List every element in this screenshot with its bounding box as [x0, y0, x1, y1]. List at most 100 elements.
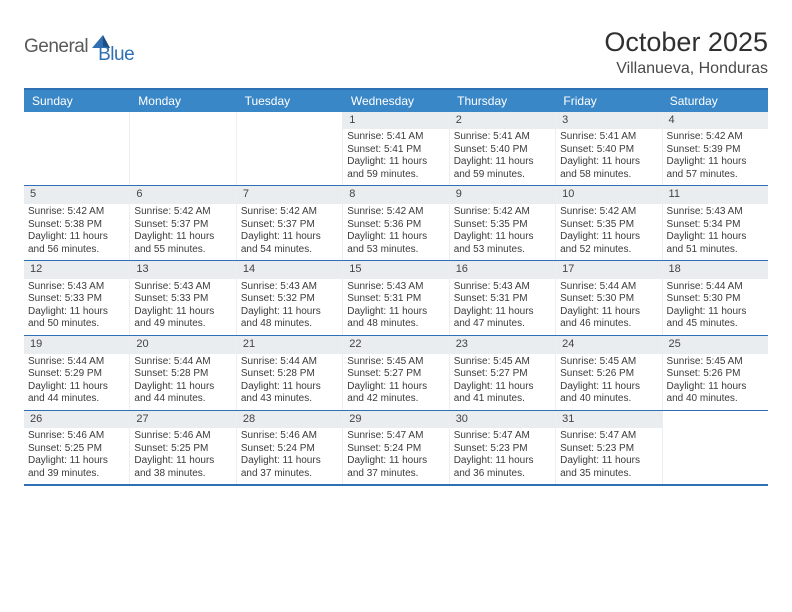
week-row: 12Sunrise: 5:43 AMSunset: 5:33 PMDayligh…: [24, 260, 768, 335]
day-cell: 10Sunrise: 5:42 AMSunset: 5:35 PMDayligh…: [556, 186, 662, 260]
sunset-text: Sunset: 5:36 PM: [347, 219, 444, 232]
day-details: Sunrise: 5:47 AMSunset: 5:23 PMDaylight:…: [556, 428, 661, 484]
day-of-week-header: Thursday: [449, 90, 555, 112]
daylight-text: Daylight: 11 hours and 50 minutes.: [28, 306, 125, 331]
sunset-text: Sunset: 5:34 PM: [667, 219, 764, 232]
daylight-text: Daylight: 11 hours and 47 minutes.: [454, 306, 551, 331]
daylight-text: Daylight: 11 hours and 52 minutes.: [560, 231, 657, 256]
day-number: 22: [343, 336, 448, 354]
sunset-text: Sunset: 5:26 PM: [667, 368, 764, 381]
day-details: Sunrise: 5:44 AMSunset: 5:30 PMDaylight:…: [663, 279, 768, 335]
day-number: 12: [24, 261, 129, 279]
day-details: Sunrise: 5:41 AMSunset: 5:40 PMDaylight:…: [450, 129, 555, 185]
sunset-text: Sunset: 5:24 PM: [241, 443, 338, 456]
day-number: 9: [450, 186, 555, 204]
daylight-text: Daylight: 11 hours and 54 minutes.: [241, 231, 338, 256]
day-cell: 13Sunrise: 5:43 AMSunset: 5:33 PMDayligh…: [130, 261, 236, 335]
daylight-text: Daylight: 11 hours and 46 minutes.: [560, 306, 657, 331]
sunrise-text: Sunrise: 5:47 AM: [560, 430, 657, 443]
daylight-text: Daylight: 11 hours and 35 minutes.: [560, 455, 657, 480]
sunrise-text: Sunrise: 5:44 AM: [667, 281, 764, 294]
day-cell: 17Sunrise: 5:44 AMSunset: 5:30 PMDayligh…: [556, 261, 662, 335]
day-details: Sunrise: 5:45 AMSunset: 5:27 PMDaylight:…: [343, 354, 448, 410]
empty-day-cell: [130, 112, 236, 186]
sunset-text: Sunset: 5:38 PM: [28, 219, 125, 232]
sunrise-text: Sunrise: 5:43 AM: [241, 281, 338, 294]
day-number: 6: [130, 186, 235, 204]
day-details: Sunrise: 5:42 AMSunset: 5:37 PMDaylight:…: [130, 204, 235, 260]
sunset-text: Sunset: 5:31 PM: [454, 293, 551, 306]
day-cell: 19Sunrise: 5:44 AMSunset: 5:29 PMDayligh…: [24, 336, 130, 410]
sunrise-text: Sunrise: 5:41 AM: [560, 131, 657, 144]
day-of-week-header: Monday: [130, 90, 236, 112]
day-cell: 11Sunrise: 5:43 AMSunset: 5:34 PMDayligh…: [663, 186, 768, 260]
day-cell: 8Sunrise: 5:42 AMSunset: 5:36 PMDaylight…: [343, 186, 449, 260]
sunrise-text: Sunrise: 5:44 AM: [560, 281, 657, 294]
sunset-text: Sunset: 5:40 PM: [560, 144, 657, 157]
day-number: 15: [343, 261, 448, 279]
day-cell: 30Sunrise: 5:47 AMSunset: 5:23 PMDayligh…: [450, 411, 556, 485]
daylight-text: Daylight: 11 hours and 42 minutes.: [347, 381, 444, 406]
sunset-text: Sunset: 5:23 PM: [560, 443, 657, 456]
day-of-week-header: Saturday: [662, 90, 768, 112]
sunrise-text: Sunrise: 5:42 AM: [28, 206, 125, 219]
day-number: 23: [450, 336, 555, 354]
day-cell: 5Sunrise: 5:42 AMSunset: 5:38 PMDaylight…: [24, 186, 130, 260]
daylight-text: Daylight: 11 hours and 45 minutes.: [667, 306, 764, 331]
day-number: [24, 112, 129, 130]
day-number: 8: [343, 186, 448, 204]
logo-text-general: General: [24, 36, 88, 58]
day-details: Sunrise: 5:43 AMSunset: 5:32 PMDaylight:…: [237, 279, 342, 335]
daylight-text: Daylight: 11 hours and 38 minutes.: [134, 455, 231, 480]
weeks-container: 1Sunrise: 5:41 AMSunset: 5:41 PMDaylight…: [24, 112, 768, 485]
day-details: Sunrise: 5:47 AMSunset: 5:23 PMDaylight:…: [450, 428, 555, 484]
sunset-text: Sunset: 5:35 PM: [560, 219, 657, 232]
daylight-text: Daylight: 11 hours and 59 minutes.: [347, 156, 444, 181]
day-cell: 1Sunrise: 5:41 AMSunset: 5:41 PMDaylight…: [343, 112, 449, 186]
day-number: 5: [24, 186, 129, 204]
day-details: Sunrise: 5:42 AMSunset: 5:36 PMDaylight:…: [343, 204, 448, 260]
day-cell: 22Sunrise: 5:45 AMSunset: 5:27 PMDayligh…: [343, 336, 449, 410]
sunrise-text: Sunrise: 5:42 AM: [347, 206, 444, 219]
day-number: [663, 411, 768, 429]
sunrise-text: Sunrise: 5:43 AM: [28, 281, 125, 294]
day-number: 31: [556, 411, 661, 429]
day-number: [130, 112, 235, 130]
empty-day-cell: [237, 112, 343, 186]
day-details: Sunrise: 5:43 AMSunset: 5:34 PMDaylight:…: [663, 204, 768, 260]
day-cell: 7Sunrise: 5:42 AMSunset: 5:37 PMDaylight…: [237, 186, 343, 260]
week-row: 1Sunrise: 5:41 AMSunset: 5:41 PMDaylight…: [24, 112, 768, 186]
day-details: Sunrise: 5:42 AMSunset: 5:35 PMDaylight:…: [556, 204, 661, 260]
sunset-text: Sunset: 5:25 PM: [28, 443, 125, 456]
day-cell: 26Sunrise: 5:46 AMSunset: 5:25 PMDayligh…: [24, 411, 130, 485]
day-cell: 14Sunrise: 5:43 AMSunset: 5:32 PMDayligh…: [237, 261, 343, 335]
sunset-text: Sunset: 5:25 PM: [134, 443, 231, 456]
day-details: Sunrise: 5:44 AMSunset: 5:28 PMDaylight:…: [237, 354, 342, 410]
day-cell: 27Sunrise: 5:46 AMSunset: 5:25 PMDayligh…: [130, 411, 236, 485]
daylight-text: Daylight: 11 hours and 53 minutes.: [347, 231, 444, 256]
sunset-text: Sunset: 5:35 PM: [454, 219, 551, 232]
day-number: [237, 112, 342, 130]
day-details: Sunrise: 5:43 AMSunset: 5:33 PMDaylight:…: [130, 279, 235, 335]
sunrise-text: Sunrise: 5:43 AM: [667, 206, 764, 219]
day-cell: 20Sunrise: 5:44 AMSunset: 5:28 PMDayligh…: [130, 336, 236, 410]
logo: General Blue: [24, 28, 134, 66]
day-cell: 16Sunrise: 5:43 AMSunset: 5:31 PMDayligh…: [450, 261, 556, 335]
sunrise-text: Sunrise: 5:42 AM: [667, 131, 764, 144]
sunset-text: Sunset: 5:27 PM: [454, 368, 551, 381]
day-details: Sunrise: 5:42 AMSunset: 5:38 PMDaylight:…: [24, 204, 129, 260]
day-number: 27: [130, 411, 235, 429]
day-number: 2: [450, 112, 555, 130]
day-number: 1: [343, 112, 448, 130]
sunset-text: Sunset: 5:37 PM: [134, 219, 231, 232]
day-details: Sunrise: 5:43 AMSunset: 5:31 PMDaylight:…: [343, 279, 448, 335]
day-number: 28: [237, 411, 342, 429]
day-details: Sunrise: 5:44 AMSunset: 5:29 PMDaylight:…: [24, 354, 129, 410]
sunset-text: Sunset: 5:23 PM: [454, 443, 551, 456]
day-cell: 6Sunrise: 5:42 AMSunset: 5:37 PMDaylight…: [130, 186, 236, 260]
sunrise-text: Sunrise: 5:43 AM: [454, 281, 551, 294]
day-details: Sunrise: 5:43 AMSunset: 5:31 PMDaylight:…: [450, 279, 555, 335]
daylight-text: Daylight: 11 hours and 43 minutes.: [241, 381, 338, 406]
daylight-text: Daylight: 11 hours and 58 minutes.: [560, 156, 657, 181]
sunrise-text: Sunrise: 5:45 AM: [667, 356, 764, 369]
